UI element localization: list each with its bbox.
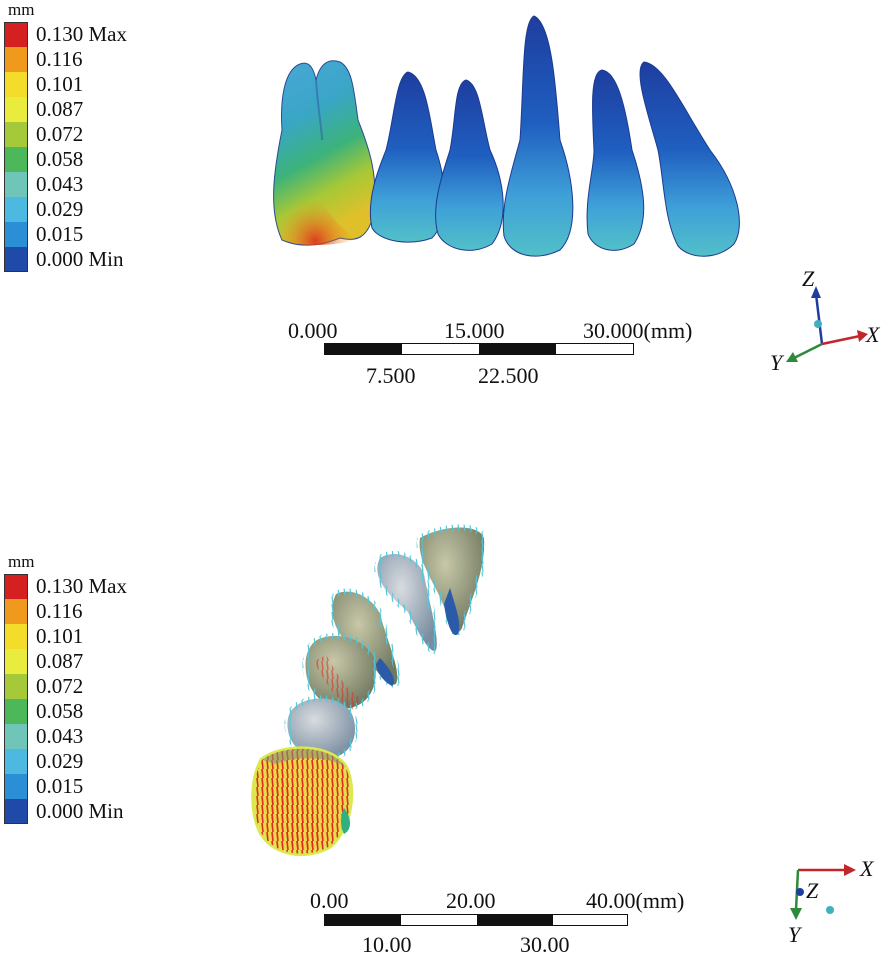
legend-label: 0.029 bbox=[36, 749, 84, 773]
teeth-lateral-displacement-model bbox=[273, 15, 740, 257]
axis-label-z: Z bbox=[806, 878, 819, 903]
legend-swatch bbox=[4, 147, 28, 172]
legend-entry: 0.087 bbox=[4, 649, 83, 674]
axis-arrows bbox=[786, 286, 868, 362]
legend-swatch bbox=[4, 47, 28, 72]
axis-triad: X Z Y bbox=[770, 850, 886, 960]
scale-label: 20.00 bbox=[446, 888, 496, 913]
axis-label-z: Z bbox=[802, 266, 815, 291]
legend-entry: 0.029 bbox=[4, 197, 83, 222]
legend-entry: 0.116 bbox=[4, 47, 82, 72]
scale-bar-graphic bbox=[324, 914, 628, 926]
scale-label: 40.00(mm) bbox=[586, 888, 685, 913]
legend-entry: 0.043 bbox=[4, 724, 83, 749]
legend-entry: 0.072 bbox=[4, 122, 83, 147]
axis-arrows bbox=[790, 864, 856, 920]
legend-entry: 0.087 bbox=[4, 97, 83, 122]
legend-entry: 0.000 Min bbox=[4, 247, 124, 272]
legend-label: 0.058 bbox=[36, 147, 84, 171]
legend-swatch bbox=[4, 22, 28, 47]
legend-label: 0.000 Min bbox=[36, 799, 124, 823]
occlusal-view-panel: mm 0.130 Max 0.116 0.101 0.087 0.072 0.058 0.0… bbox=[0, 500, 886, 964]
axis-triad: Z X Y bbox=[760, 262, 886, 382]
legend-label: 0.072 bbox=[36, 674, 84, 698]
legend-label: 0.029 bbox=[36, 197, 84, 221]
legend-label: 0.043 bbox=[36, 172, 84, 196]
legend-swatch bbox=[4, 724, 28, 749]
axis-label-y: Y bbox=[770, 350, 783, 375]
lateral-view-panel: mm 0.130 Max 0.116 0.101 0.087 0.072 0.058 0.0… bbox=[0, 0, 886, 400]
legend-entry: 0.101 bbox=[4, 72, 83, 97]
legend-label: 0.116 bbox=[36, 599, 83, 623]
legend-swatch bbox=[4, 599, 28, 624]
legend-label: 0.116 bbox=[36, 47, 83, 71]
legend-swatch bbox=[4, 574, 28, 599]
legend-entry: 0.015 bbox=[4, 222, 83, 247]
legend-label: 0.000 Min bbox=[36, 247, 124, 271]
legend-swatch bbox=[4, 197, 28, 222]
axis-label-x: X bbox=[860, 856, 874, 881]
legend-entry: 0.000 Min bbox=[4, 799, 124, 824]
legend-label: 0.130 Max bbox=[36, 22, 127, 46]
legend-swatch bbox=[4, 749, 28, 774]
scale-label: 7.500 bbox=[366, 363, 416, 388]
legend-swatch bbox=[4, 799, 28, 824]
legend-swatch bbox=[4, 72, 28, 97]
scale-label: 30.00 bbox=[520, 932, 570, 957]
scale-label: 0.00 bbox=[310, 888, 349, 913]
legend-entry: 0.043 bbox=[4, 172, 83, 197]
legend-entry: 0.130 Max bbox=[4, 574, 127, 599]
legend-entry: 0.116 bbox=[4, 599, 82, 624]
legend-entry: 0.058 bbox=[4, 699, 83, 724]
legend-swatch bbox=[4, 172, 28, 197]
legend-entry: 0.015 bbox=[4, 774, 83, 799]
legend-entry: 0.072 bbox=[4, 674, 83, 699]
legend-swatch bbox=[4, 774, 28, 799]
legend-label: 0.072 bbox=[36, 122, 84, 146]
legend-label: 0.087 bbox=[36, 97, 84, 121]
legend-label: 0.015 bbox=[36, 774, 84, 798]
legend-entry: 0.058 bbox=[4, 147, 83, 172]
teeth-occlusal-vector-model bbox=[251, 524, 488, 857]
scale-label: 22.500 bbox=[478, 363, 539, 388]
scale-bar-graphic bbox=[324, 343, 634, 355]
legend-swatch bbox=[4, 222, 28, 247]
scale-label: 10.00 bbox=[362, 932, 412, 957]
legend-unit: mm bbox=[8, 552, 35, 571]
legend-label: 0.101 bbox=[36, 624, 84, 648]
scale-label: 30.000(mm) bbox=[583, 318, 693, 343]
legend-label: 0.130 Max bbox=[36, 574, 127, 598]
legend-entry: 0.130 Max bbox=[4, 22, 127, 47]
legend-label: 0.015 bbox=[36, 222, 84, 246]
legend-swatch bbox=[4, 247, 28, 272]
legend-entry: 0.029 bbox=[4, 749, 83, 774]
legend-unit: mm bbox=[8, 0, 35, 19]
scale-label: 0.000 bbox=[288, 318, 338, 343]
legend-label: 0.101 bbox=[36, 72, 84, 96]
legend-swatch bbox=[4, 699, 28, 724]
axis-label-x: X bbox=[866, 322, 880, 347]
legend-swatch bbox=[4, 624, 28, 649]
legend-swatch bbox=[4, 674, 28, 699]
legend-swatch bbox=[4, 649, 28, 674]
legend-swatch bbox=[4, 97, 28, 122]
legend-entry: 0.101 bbox=[4, 624, 83, 649]
legend-label: 0.058 bbox=[36, 699, 84, 723]
legend-label: 0.043 bbox=[36, 724, 84, 748]
legend-label: 0.087 bbox=[36, 649, 84, 673]
axis-label-y: Y bbox=[788, 922, 801, 947]
scale-label: 15.000 bbox=[444, 318, 505, 343]
legend-swatch bbox=[4, 122, 28, 147]
